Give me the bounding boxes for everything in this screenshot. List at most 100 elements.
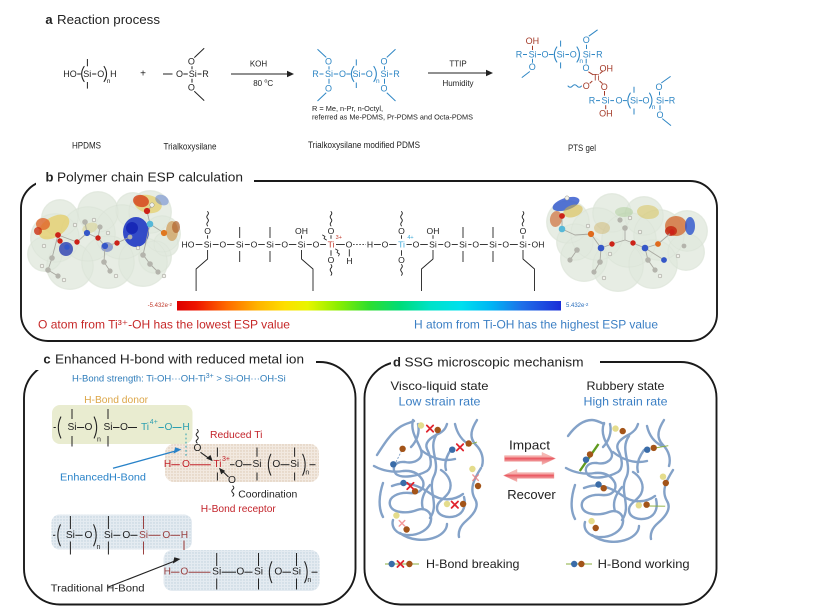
svg-text:TTIP: TTIP — [449, 60, 466, 69]
svg-text:High strain rate: High strain rate — [584, 395, 668, 409]
svg-text:O: O — [472, 240, 479, 250]
svg-text:R: R — [393, 69, 400, 79]
svg-text:H: H — [110, 69, 117, 79]
svg-text:O: O — [655, 82, 662, 92]
svg-text:+: + — [140, 69, 146, 80]
svg-text:Traditional H-Bond: Traditional H-Bond — [51, 583, 145, 595]
svg-text:HO: HO — [182, 240, 195, 250]
svg-text:Si: Si — [139, 530, 148, 541]
svg-text:O: O — [182, 459, 190, 470]
svg-text:O: O — [188, 57, 195, 67]
svg-text:O: O — [444, 240, 451, 250]
svg-text:Si: Si — [325, 69, 333, 79]
svg-text:n: n — [97, 437, 101, 444]
svg-text:O: O — [570, 50, 577, 60]
svg-text:O: O — [380, 84, 387, 94]
svg-text:referred as Me-PDMS, Pr-PDMS: referred as Me-PDMS, Pr-PDMS and Octa-PD… — [312, 113, 473, 122]
svg-text:R: R — [669, 96, 676, 106]
svg-text:Reduced Ti: Reduced Ti — [210, 429, 263, 441]
svg-text:H-Bond donor: H-Bond donor — [84, 395, 149, 406]
svg-text:Enhanced H-bond with reduced m: Enhanced H-bond with reduced metal ion — [55, 352, 304, 367]
svg-text:O: O — [583, 35, 590, 45]
svg-text:O: O — [541, 50, 548, 60]
svg-text:O: O — [180, 567, 188, 578]
svg-text:O: O — [328, 226, 335, 236]
svg-text:Si: Si — [630, 96, 638, 106]
svg-text:Visco-liquid state: Visco-liquid state — [391, 379, 489, 393]
svg-text:Si: Si — [583, 50, 591, 60]
svg-text:OH: OH — [295, 226, 308, 236]
svg-text:H-Bond strength: Ti-OH···OH-Ti: H-Bond strength: Ti-OH···OH-Ti3+ > Si-OH… — [72, 373, 286, 384]
svg-text:-5.432e-2: -5.432e-2 — [148, 302, 173, 309]
svg-text:Si: Si — [266, 240, 274, 250]
svg-text:n: n — [579, 58, 583, 65]
svg-text:n: n — [97, 544, 101, 551]
svg-text:R: R — [589, 96, 596, 106]
svg-text:Trialkoxysilane modified PDM: Trialkoxysilane modified PDMS — [308, 140, 420, 150]
svg-text:H atom from Ti-OH has the high: H atom from Ti-OH has the highest ESP va… — [414, 318, 658, 332]
svg-text:O: O — [582, 63, 589, 73]
svg-text:Si: Si — [656, 96, 664, 106]
svg-text:O: O — [642, 96, 649, 106]
svg-text:n: n — [107, 78, 111, 85]
svg-text:O: O — [398, 255, 405, 265]
svg-text:O: O — [85, 422, 93, 433]
svg-text:H: H — [367, 240, 373, 250]
svg-text:Ti: Ti — [593, 72, 600, 82]
svg-text:c: c — [43, 352, 50, 367]
svg-text:O: O — [162, 530, 170, 541]
svg-text:Si: Si — [380, 69, 388, 79]
svg-text:SSG microscopic mechanism: SSG microscopic mechanism — [405, 355, 584, 370]
svg-text:R: R — [596, 50, 603, 60]
svg-text:Si: Si — [519, 240, 527, 250]
svg-text:Ti: Ti — [213, 459, 221, 470]
svg-text:O: O — [382, 240, 389, 250]
svg-text:Si: Si — [292, 567, 301, 578]
svg-text:n: n — [305, 470, 309, 477]
svg-text:O: O — [251, 240, 258, 250]
svg-text:O: O — [188, 82, 195, 92]
svg-text:d: d — [393, 355, 401, 370]
svg-text:O: O — [502, 240, 509, 250]
svg-text:Si: Si — [212, 567, 221, 578]
svg-text:Humidity: Humidity — [442, 79, 473, 88]
svg-text:n: n — [307, 577, 311, 584]
svg-text:EnhancedH-Bond: EnhancedH-Bond — [60, 472, 146, 484]
svg-text:O: O — [85, 530, 93, 541]
svg-text:Si: Si — [557, 50, 565, 60]
svg-text:H: H — [346, 256, 352, 266]
svg-text:Si: Si — [104, 530, 113, 541]
svg-text:Si: Si — [83, 69, 91, 79]
svg-text:H: H — [164, 459, 171, 470]
svg-text:Recover: Recover — [507, 487, 556, 502]
svg-text:O: O — [380, 57, 387, 67]
svg-text:Ti: Ti — [398, 240, 405, 250]
svg-text:O: O — [281, 240, 288, 250]
svg-text:R: R — [312, 69, 319, 79]
svg-text:OH: OH — [427, 226, 440, 236]
svg-text:O: O — [97, 69, 104, 79]
svg-text:H-Bond breaking: H-Bond breaking — [426, 557, 520, 571]
svg-text:Polymer chain ESP calculation: Polymer chain ESP calculation — [57, 170, 243, 185]
svg-text:Ti: Ti — [141, 422, 149, 433]
svg-text:Si: Si — [252, 459, 261, 470]
svg-text:O: O — [325, 57, 332, 67]
svg-text:O: O — [366, 69, 373, 79]
svg-text:Si: Si — [459, 240, 467, 250]
svg-text:H: H — [182, 422, 189, 433]
svg-text:O atom from Ti³⁺-OH has the lo: O atom from Ti³⁺-OH has the lowest ESP v… — [38, 318, 290, 332]
svg-text:O: O — [615, 96, 622, 106]
svg-text:Si: Si — [529, 50, 537, 60]
svg-text:Si: Si — [66, 530, 75, 541]
svg-text:O: O — [165, 422, 173, 433]
svg-text:n: n — [652, 104, 656, 111]
svg-text:O: O — [583, 81, 590, 91]
svg-text:HPDMS: HPDMS — [72, 141, 101, 151]
svg-text:a: a — [45, 12, 53, 27]
svg-text:Low strain rate: Low strain rate — [399, 395, 481, 409]
svg-text:O: O — [122, 530, 130, 541]
svg-text:OH: OH — [600, 63, 614, 73]
svg-text:Si: Si — [429, 240, 437, 250]
svg-text:Si: Si — [298, 240, 306, 250]
svg-text:PTS gel: PTS gel — [568, 143, 596, 153]
